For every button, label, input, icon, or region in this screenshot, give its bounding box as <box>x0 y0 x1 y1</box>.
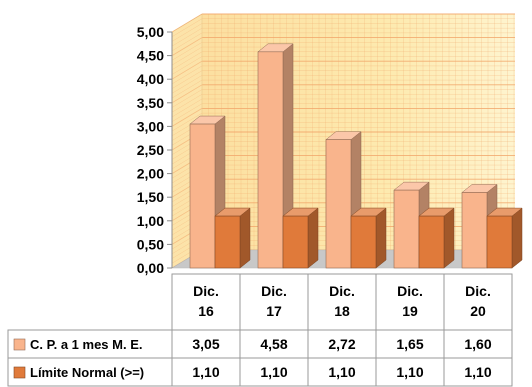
data-label: 4,58 <box>260 336 287 352</box>
side-gridline <box>171 70 203 89</box>
y-tick-label: 2,50 <box>137 142 164 158</box>
data-label: 2,72 <box>328 336 355 352</box>
y-tick-label: 4,50 <box>137 48 164 64</box>
y-axis: 0,00 0,50 1,00 1,50 2,00 2,50 3,00 3,50 4,00 4,50… <box>137 24 173 276</box>
bar-series-1 <box>257 43 294 269</box>
legend-label: C. P. a 1 mes M. E. <box>30 337 142 352</box>
side-gridline <box>171 42 203 61</box>
table-value-cell <box>307 357 377 387</box>
side-gridline <box>171 18 203 37</box>
x-tick-label: 17 <box>266 303 282 319</box>
table-header-cell <box>443 273 513 331</box>
data-table: Dic. 16 Dic. 17 Dic. 18 Dic. 19 Dic. 20 C. P. a 1 … <box>7 273 513 387</box>
x-tick-label: Dic. <box>261 283 287 299</box>
table-header-cell <box>171 273 241 331</box>
y-tick-label: 1,50 <box>137 189 164 205</box>
bar-series-2 <box>350 207 387 269</box>
bar-side <box>443 207 455 269</box>
side-gridline <box>171 37 203 56</box>
table-value-cell <box>443 357 513 387</box>
table-value-cell <box>239 329 309 359</box>
bar-front <box>418 215 445 269</box>
bar-front <box>257 51 284 269</box>
bar-front <box>486 215 513 269</box>
x-tick-label: 20 <box>470 303 486 319</box>
table-value-cell <box>307 329 377 359</box>
bar-side <box>375 207 387 269</box>
side-gridline <box>171 108 203 127</box>
bar-front <box>393 189 420 269</box>
y-tick-label: 3,00 <box>137 118 164 134</box>
table-value-cell <box>171 329 241 359</box>
legend-swatch <box>13 366 26 379</box>
bar-series-1 <box>189 115 226 269</box>
side-gridline <box>171 112 203 132</box>
data-label: 1,10 <box>192 364 219 380</box>
side-gridline <box>171 51 203 70</box>
data-label: 1,60 <box>464 336 491 352</box>
bar-series-1 <box>325 131 362 269</box>
side-gridline <box>171 56 203 75</box>
x-tick-label: 19 <box>402 303 418 319</box>
side-gridline <box>171 89 203 108</box>
table-value-cell <box>239 357 309 387</box>
side-gridline <box>171 13 203 33</box>
y-tick-label: 0,00 <box>137 260 164 276</box>
data-label: 1,65 <box>396 336 423 352</box>
side-gridline <box>171 23 203 42</box>
side-gridline <box>171 46 203 66</box>
side-gridline <box>171 103 203 122</box>
data-label: 1,10 <box>464 364 491 380</box>
table-header-cell <box>375 273 445 331</box>
y-tick-label: 1,00 <box>137 213 164 229</box>
bar-front <box>189 123 216 269</box>
side-gridline <box>171 28 203 47</box>
side-gridline <box>171 60 203 80</box>
x-tick-label: Dic. <box>329 283 355 299</box>
side-gridline <box>171 32 203 52</box>
x-tick-label: 16 <box>198 303 214 319</box>
y-tick-label: 2,00 <box>137 166 164 182</box>
side-gridline <box>171 98 203 118</box>
legend-label: Límite Normal (>=) <box>30 365 144 380</box>
data-label: 3,05 <box>192 336 219 352</box>
side-gridline <box>171 75 203 94</box>
bar-series-2 <box>282 207 319 269</box>
bar-side <box>511 207 523 269</box>
bars <box>189 43 523 269</box>
x-tick-label: Dic. <box>465 283 491 299</box>
bar-series-2 <box>486 207 523 269</box>
legend-swatch <box>13 338 26 351</box>
side-gridline <box>171 79 203 99</box>
table-value-cell <box>375 329 445 359</box>
bar-front <box>350 215 377 269</box>
x-tick-label: 18 <box>334 303 350 319</box>
side-gridline <box>171 65 203 85</box>
side-gridline <box>171 84 203 104</box>
x-tick-label: Dic. <box>193 283 219 299</box>
bar-front <box>282 215 309 269</box>
data-label: 1,10 <box>260 364 287 380</box>
bar-side <box>307 207 319 269</box>
table-header-cell <box>239 273 309 331</box>
table-value-cell <box>443 329 513 359</box>
y-tick-label: 5,00 <box>137 24 164 40</box>
data-label: 1,10 <box>396 364 423 380</box>
side-gridline <box>171 94 203 113</box>
bar-front <box>461 192 488 269</box>
bar-series-2 <box>214 207 251 269</box>
y-tick-label: 3,50 <box>137 95 164 111</box>
bar-series-2 <box>418 207 455 269</box>
y-tick-label: 0,50 <box>137 236 164 252</box>
bar-side <box>239 207 251 269</box>
bar-front <box>325 139 352 269</box>
bar-front <box>214 215 241 269</box>
x-tick-label: Dic. <box>397 283 423 299</box>
legend-cell <box>7 329 173 359</box>
data-label: 1,10 <box>328 364 355 380</box>
y-tick-label: 4,00 <box>137 71 164 87</box>
